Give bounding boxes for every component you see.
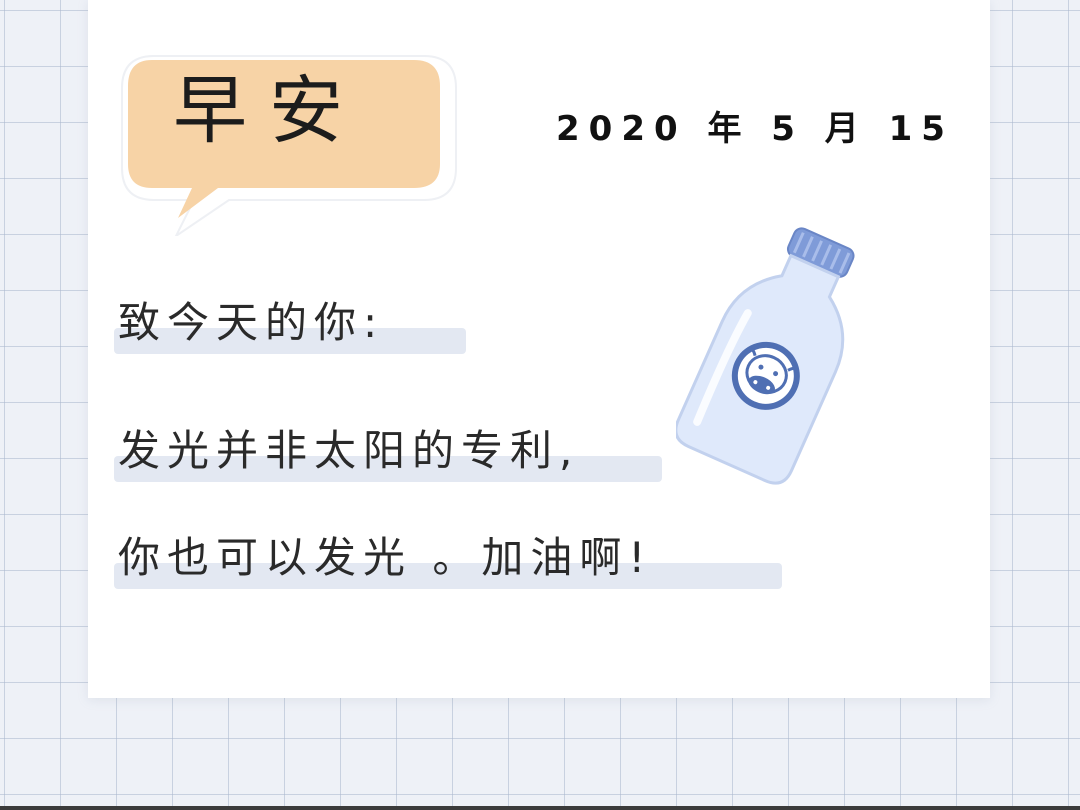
- text-highlight: [114, 328, 466, 354]
- speech-bubble: 早安: [118, 46, 458, 236]
- message-line-3-text: 你也可以发光 。加油啊!: [118, 533, 653, 582]
- text-highlight: [114, 563, 782, 589]
- message-line-2-text: 发光并非太阳的专利,: [118, 426, 580, 475]
- greeting-title: 早安: [173, 68, 365, 154]
- bottom-border: [0, 806, 1080, 810]
- message-line-1: 致今天的你:: [114, 292, 466, 354]
- message-line-3: 你也可以发光 。加油啊!: [114, 527, 782, 589]
- message-line-1-text: 致今天的你:: [118, 298, 385, 347]
- cow-face-icon: [731, 341, 800, 410]
- date-label: 2020 年 5 月 15: [556, 109, 954, 149]
- text-highlight: [114, 456, 662, 482]
- speech-bubble-icon: [121, 55, 457, 236]
- milk-bottle-icon: [674, 218, 876, 488]
- message-line-2: 发光并非太阳的专利,: [114, 420, 662, 482]
